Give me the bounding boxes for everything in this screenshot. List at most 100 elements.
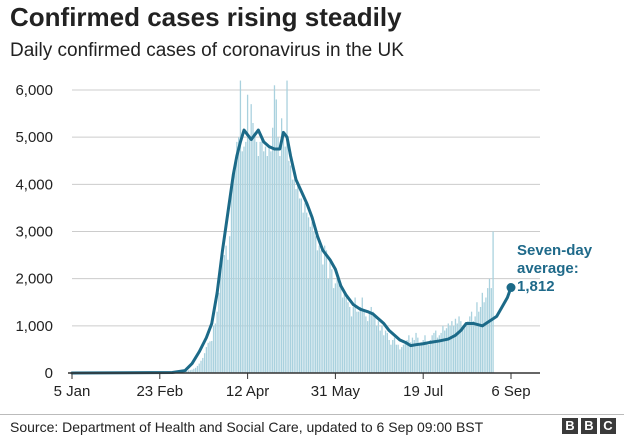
daily-case-bar <box>327 278 329 373</box>
annotation-label-line: Seven-day <box>517 242 593 259</box>
daily-case-bar <box>302 212 304 373</box>
annotation-label-line: 1,812 <box>517 278 555 295</box>
daily-case-bar <box>427 344 430 373</box>
daily-case-bar <box>483 302 485 373</box>
daily-case-bar <box>284 146 286 373</box>
daily-case-bar <box>277 137 279 373</box>
daily-case-bar <box>454 318 457 373</box>
daily-case-bar <box>239 80 242 373</box>
daily-case-bar <box>245 141 247 373</box>
daily-case-bar <box>221 250 224 373</box>
daily-case-bar <box>363 311 365 373</box>
daily-case-bar <box>341 297 344 373</box>
daily-case-bar <box>383 335 385 373</box>
daily-case-bar <box>223 255 225 373</box>
daily-case-bar <box>187 370 190 373</box>
daily-case-bar <box>196 365 199 373</box>
x-tick-label: 6 Sep <box>491 383 530 400</box>
daily-case-bar <box>404 342 406 373</box>
logo-letter: B <box>581 418 597 434</box>
daily-case-bar <box>384 330 387 373</box>
daily-case-bar <box>460 321 462 373</box>
daily-case-bar <box>449 325 451 373</box>
y-tick-label: 2,000 <box>15 271 53 288</box>
daily-case-bar <box>331 269 333 373</box>
daily-case-bar <box>456 323 458 373</box>
daily-case-bar <box>241 151 243 373</box>
daily-case-bar <box>289 165 292 373</box>
daily-case-bar <box>282 137 285 373</box>
daily-case-bar <box>461 325 464 373</box>
daily-case-bar <box>453 325 455 373</box>
daily-case-bar <box>374 316 376 373</box>
daily-case-bar <box>270 151 272 373</box>
daily-case-bar <box>467 321 469 373</box>
footer-divider <box>0 414 624 415</box>
source-note: Source: Department of Health and Social … <box>10 419 484 435</box>
daily-case-bar <box>347 302 349 373</box>
chart-title: Confirmed cases rising steadily <box>10 2 402 32</box>
daily-case-bar <box>234 165 236 373</box>
daily-case-bar <box>232 174 234 373</box>
daily-case-bar <box>417 337 419 374</box>
daily-case-bar <box>390 344 392 373</box>
daily-case-bar <box>243 146 245 373</box>
daily-case-bar <box>309 226 311 373</box>
daily-case-bar <box>264 146 267 373</box>
daily-case-bar <box>324 245 326 373</box>
daily-case-bar <box>255 141 258 373</box>
daily-case-bar <box>487 288 489 373</box>
daily-case-bar <box>410 342 412 373</box>
grid-lines <box>72 89 540 327</box>
daily-case-bar <box>325 250 328 373</box>
daily-case-bar <box>368 311 371 373</box>
daily-case-bar <box>212 325 215 373</box>
logo-letter: C <box>600 418 616 434</box>
daily-case-bar <box>345 297 347 373</box>
seven-day-average-line <box>70 128 513 375</box>
daily-case-bar <box>214 323 216 373</box>
daily-case-bar <box>399 349 401 373</box>
daily-case-bar <box>444 330 446 373</box>
daily-case-bar <box>451 321 453 373</box>
bbc-logo: B B C <box>562 418 616 434</box>
daily-case-bar <box>216 311 218 373</box>
daily-case-bar <box>349 306 351 373</box>
daily-case-bar <box>329 259 331 373</box>
daily-case-bar <box>316 250 319 373</box>
daily-case-bar <box>266 156 268 373</box>
daily-case-bar <box>220 269 222 373</box>
daily-case-bar <box>352 306 354 373</box>
daily-case-bar <box>203 353 206 373</box>
daily-case-bar <box>377 321 380 373</box>
daily-case-bar <box>422 339 424 373</box>
daily-case-bar <box>350 316 353 373</box>
daily-case-bar <box>194 367 197 373</box>
daily-case-bar <box>488 278 491 373</box>
daily-case-bar <box>275 99 277 374</box>
daily-case-bar <box>293 179 295 373</box>
daily-case-bar <box>481 292 483 373</box>
daily-case-bar <box>272 127 274 373</box>
daily-case-bar <box>268 146 270 373</box>
daily-case-bar <box>354 297 356 373</box>
daily-case-bar <box>413 339 415 373</box>
daily-case-bar <box>279 156 281 373</box>
daily-case-bar <box>246 94 249 373</box>
daily-case-bar <box>295 189 297 373</box>
daily-case-bar <box>397 344 399 373</box>
x-tick-label: 19 Jul <box>403 383 443 400</box>
daily-case-bar <box>490 288 492 373</box>
daily-case-bar <box>442 325 444 373</box>
daily-case-bar <box>297 184 299 373</box>
daily-case-bar <box>445 328 448 373</box>
daily-case-bar <box>273 85 276 373</box>
daily-case-bar <box>343 292 345 373</box>
x-tick-label: 5 Jan <box>54 383 91 400</box>
y-tick-label: 6,000 <box>15 82 53 99</box>
daily-case-bar <box>259 141 261 373</box>
daily-case-bar <box>435 330 437 373</box>
daily-case-bar <box>375 325 378 373</box>
daily-case-bar <box>286 80 288 373</box>
daily-case-bar <box>485 297 487 373</box>
